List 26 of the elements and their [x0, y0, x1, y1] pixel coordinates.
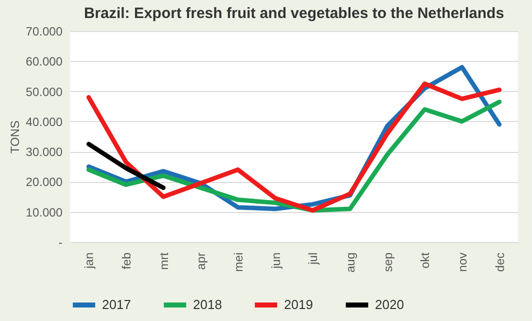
y-axis-title: TONS: [8, 120, 22, 154]
x-tick-label: jul: [306, 252, 320, 266]
x-tick-label: nov: [456, 252, 470, 272]
x-tick-label: jun: [268, 252, 283, 270]
legend-label: 2017: [102, 297, 131, 312]
chart-title: Brazil: Export fresh fruit and vegetables to the Netherlands: [84, 5, 504, 22]
legend-label: 2020: [375, 297, 404, 312]
legend-label: 2019: [284, 297, 313, 312]
x-tick-label: apr: [194, 252, 208, 270]
x-tick-label: okt: [418, 252, 432, 269]
x-tick-label: feb: [120, 252, 134, 270]
y-tick-label: -: [58, 236, 62, 250]
x-tick-label: mei: [232, 252, 246, 272]
y-tick-label: 10.000: [26, 205, 63, 220]
y-tick-label: 40.000: [26, 114, 63, 129]
x-tick-label: dec: [492, 252, 507, 272]
x-tick-label: aug: [344, 252, 358, 273]
y-tick-label: 50.000: [26, 84, 63, 99]
y-tick-label: 60.000: [26, 54, 63, 69]
legend-label: 2018: [193, 297, 222, 312]
y-tick-label: 30.000: [26, 145, 63, 160]
x-tick-label: jan: [82, 252, 96, 270]
x-tick-label: mrt: [156, 252, 171, 270]
y-tick-label: 70.000: [26, 24, 63, 38]
y-tick-label: 20.000: [26, 175, 63, 190]
x-tick-label: sep: [380, 252, 395, 272]
